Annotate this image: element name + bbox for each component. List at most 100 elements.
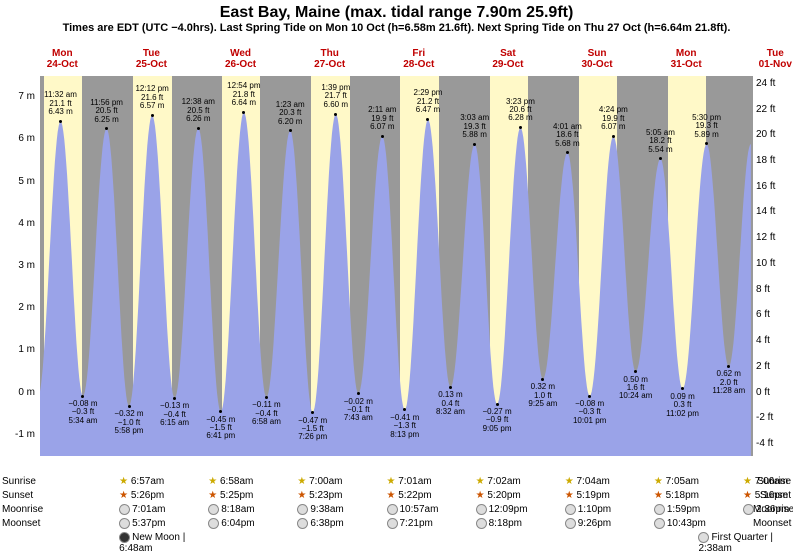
moonrise-cell: 10:57am (387, 504, 467, 515)
y-tick-ft: 22 ft (756, 104, 791, 115)
sunset-time: 5:19pm (577, 490, 610, 501)
sunset-cell: ★ 5:20pm (476, 490, 556, 501)
moonrise-cell: 12:09pm (476, 504, 556, 515)
moonset-time: 5:37pm (132, 518, 165, 529)
y-tick-m: 1 m (5, 344, 35, 355)
sunrise-cell: ★ 7:06am (743, 476, 793, 487)
chart-subtitle: Times are EDT (UTC −4.0hrs). Last Spring… (0, 22, 793, 36)
sunset-cell: ★ 5:16pm (743, 490, 793, 501)
day-label: Fri28-Oct (389, 48, 449, 70)
moonrise-cell: 2:36pm (743, 504, 793, 515)
y-tick-m: -1 m (5, 429, 35, 440)
tide-point (496, 403, 499, 406)
sunset-row: SunsetSunset★ 5:26pm★ 5:25pm★ 5:23pm★ 5:… (0, 490, 793, 504)
sunset-icon: ★ (208, 490, 220, 501)
sunset-cell: ★ 5:25pm (208, 490, 288, 501)
sunrise-label-left: Sunrise (2, 476, 40, 487)
y-tick-ft: 10 ft (756, 258, 791, 269)
sunset-time: 5:25pm (220, 490, 253, 501)
low-tide-label: −0.11 m−0.4 ft6:58 am (244, 401, 288, 426)
y-tick-ft: 20 ft (756, 129, 791, 140)
moon-icon (297, 504, 308, 515)
moonrise-row: MoonriseMoonrise7:01am8:18am9:38am10:57a… (0, 504, 793, 518)
high-tide-label: 11:32 am21.1 ft6.43 m (40, 91, 83, 116)
tide-point (265, 396, 268, 399)
moonrise-label-left: Moonrise (2, 504, 40, 515)
y-tick-m: 3 m (5, 260, 35, 271)
moon-icon (565, 518, 576, 529)
sunrise-time: 7:00am (309, 476, 342, 487)
tide-point (357, 392, 360, 395)
sunrise-icon: ★ (387, 476, 399, 487)
moonrise-time: 9:38am (310, 504, 343, 515)
moon-phase: New Moon | 6:48am (119, 532, 199, 554)
low-tide-label: 0.09 m0.3 ft11:02 pm (661, 393, 705, 418)
sunset-cell: ★ 5:26pm (119, 490, 199, 501)
sunrise-row: SunriseSunrise★ 6:57am★ 6:58am★ 7:00am★ … (0, 476, 793, 490)
moonrise-cell: 8:18am (208, 504, 288, 515)
chart-container: East Bay, Maine (max. tidal range 7.90m … (0, 0, 793, 539)
day-label: Mon31-Oct (656, 48, 716, 70)
tide-point (519, 126, 522, 129)
y-tick-ft: 16 ft (756, 181, 791, 192)
sunset-icon: ★ (387, 490, 399, 501)
chart-title: East Bay, Maine (max. tidal range 7.90m … (0, 0, 793, 22)
sunset-cell: ★ 5:18pm (654, 490, 734, 501)
moon-icon (476, 518, 487, 529)
sunrise-icon: ★ (297, 476, 309, 487)
sunrise-icon: ★ (476, 476, 488, 487)
y-tick-ft: 24 ft (756, 78, 791, 89)
tide-point (612, 135, 615, 138)
moon-icon (208, 518, 219, 529)
high-tide-label: 4:01 am18.6 ft5.68 m (545, 123, 589, 148)
sunset-icon: ★ (119, 490, 131, 501)
sunset-time: 5:23pm (309, 490, 342, 501)
low-tide-label: −0.27 m−0.9 ft9:05 pm (475, 408, 519, 433)
moonset-time: 7:21pm (400, 518, 433, 529)
day-label: Sun30-Oct (567, 48, 627, 70)
high-tide-label: 12:38 am20.5 ft6.26 m (176, 98, 220, 123)
high-tide-label: 1:23 am20.3 ft6.20 m (268, 101, 312, 126)
high-tide-label: 4:24 pm19.9 ft6.07 m (591, 106, 635, 131)
moonset-label-left: Moonset (2, 518, 40, 529)
moonset-row: MoonsetMoonset5:37pm6:04pm6:38pm7:21pm8:… (0, 518, 793, 532)
sunrise-cell: ★ 7:02am (476, 476, 556, 487)
moon-phase-icon (698, 532, 709, 543)
low-tide-label: −0.45 m−1.5 ft6:41 pm (199, 416, 243, 441)
low-tide-label: −0.08 m−0.3 ft10:01 pm (568, 400, 612, 425)
high-tide-label: 11:56 pm20.5 ft6.25 m (85, 99, 129, 124)
tide-point (381, 135, 384, 138)
moon-icon (119, 518, 130, 529)
low-tide-label: −0.41 m−1.3 ft8:13 pm (383, 414, 427, 439)
day-label: Mon24-Oct (32, 48, 92, 70)
low-tide-label: −0.13 m−0.4 ft6:15 am (153, 402, 197, 427)
high-tide-label: 5:05 am18.2 ft5.54 m (638, 129, 682, 154)
moon-icon (297, 518, 308, 529)
moonset-cell: 9:26pm (565, 518, 645, 529)
moonset-cell: 7:21pm (387, 518, 467, 529)
sunrise-icon: ★ (565, 476, 577, 487)
sun-moon-rows: SunriseSunrise★ 6:57am★ 6:58am★ 7:00am★ … (0, 476, 793, 532)
y-tick-ft: 6 ft (756, 309, 791, 320)
plot-area: 11:32 am21.1 ft6.43 m−0.08 m−0.3 ft5:34 … (40, 76, 753, 456)
low-tide-label: 0.32 m1.0 ft9:25 am (521, 383, 565, 408)
moon-icon (654, 518, 665, 529)
high-tide-label: 1:39 pm21.7 ft6.60 m (314, 84, 358, 109)
moonrise-cell: 7:01am (119, 504, 199, 515)
moon-phase-label: First Quarter | 2:38am (698, 532, 773, 554)
day-label: Tue25-Oct (121, 48, 181, 70)
tide-point (59, 120, 62, 123)
sunset-icon: ★ (297, 490, 309, 501)
low-tide-label: −0.32 m−1.0 ft5:58 pm (107, 410, 151, 435)
sunrise-time: 7:06am (755, 476, 788, 487)
tide-point (334, 113, 337, 116)
sunrise-cell: ★ 6:58am (208, 476, 288, 487)
y-tick-m: 4 m (5, 218, 35, 229)
sunset-time: 5:16pm (755, 490, 788, 501)
moonset-cell: 6:04pm (208, 518, 288, 529)
y-tick-ft: 14 ft (756, 206, 791, 217)
moonset-time: 6:04pm (221, 518, 254, 529)
tide-point (197, 127, 200, 130)
moon-icon (565, 504, 576, 515)
sunrise-time: 7:05am (666, 476, 699, 487)
